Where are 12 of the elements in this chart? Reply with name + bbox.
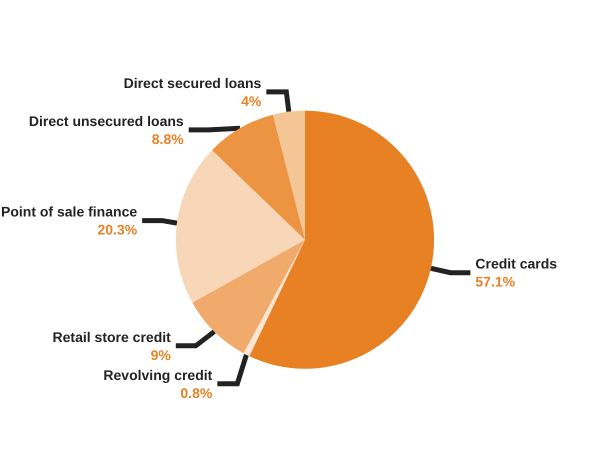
data-label: 20.3% bbox=[97, 222, 138, 238]
data-label: 8.8% bbox=[152, 130, 184, 147]
slice-label: Retail store credit bbox=[52, 328, 172, 345]
data-label: 0.8% bbox=[180, 384, 213, 401]
data-label: 4% bbox=[241, 92, 262, 109]
slice-label: Point of sale finance bbox=[1, 204, 138, 220]
slice-label: Direct unsecured loans bbox=[28, 112, 184, 129]
slice-label: Direct secured loans bbox=[124, 74, 262, 91]
slice-label: Revolving credit bbox=[103, 366, 213, 383]
data-label: 57.1% bbox=[475, 274, 516, 290]
slice-label: Credit cards bbox=[475, 256, 558, 272]
data-label: 9% bbox=[150, 346, 172, 363]
